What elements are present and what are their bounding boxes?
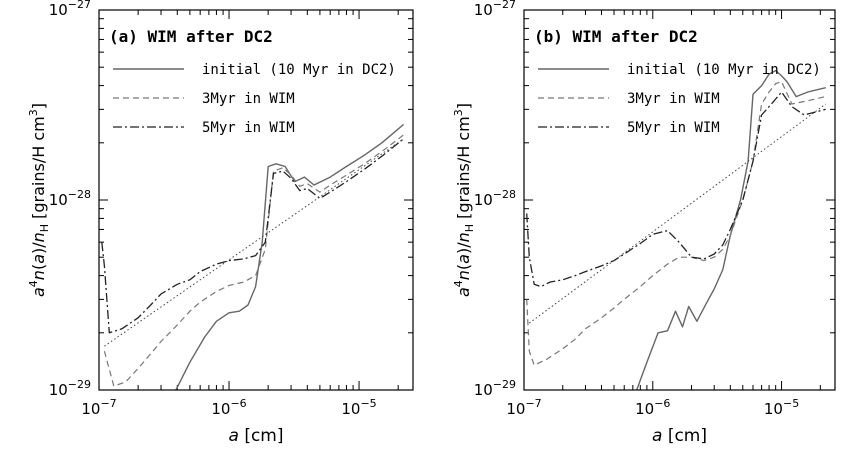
legend-label: 3Myr in WIM [627,91,720,107]
x-axis-label: a [cm] [229,426,284,446]
y-tick-label: 10−29 [49,378,91,399]
panel-a: 10−7 10−6 10−5 10−29 10−28 10−27 a [cm] a4n(a)/… [27,0,414,446]
y-axis-label: a4n(a)/nH [grains/H cm3] [27,103,51,297]
series-group-a [101,123,405,390]
series-group-b [526,69,826,390]
series-line-dashdot-b [526,91,826,288]
plot-frame-a [98,9,414,391]
x-tick-label: 10−7 [506,397,541,418]
legend-label: 5Myr in WIM [202,120,295,136]
panel-title: (b) WIM after DC2 [534,27,698,46]
legend-label: 5Myr in WIM [627,120,720,136]
panel-title: (a) WIM after DC2 [109,27,273,46]
legend-label: 3Myr in WIM [202,91,295,107]
x-axis-label: a [cm] [652,426,707,446]
y-tick-label: 10−27 [474,0,516,19]
x-tick-label: 10−5 [764,397,799,418]
plot-frame-b [523,9,836,391]
series-line-dotted-fit-a [104,138,404,347]
series-line-solid-a [175,123,405,390]
series-line-dotted-fit-b [529,103,826,324]
series-line-dashed-b [526,80,826,366]
x-tick-label: 10−5 [341,397,376,418]
y-tick-label: 10−28 [49,188,91,209]
y-axis-label: a4n(a)/nH [grains/H cm3] [452,103,476,297]
ticks-a [98,9,413,391]
panel-b: 10−7 10−6 10−5 10−29 10−28 10−27 a [cm] a4n(a)/… [452,0,836,446]
x-tick-label: 10−6 [635,397,670,418]
series-line-dashdot-a [101,138,405,334]
y-tick-label: 10−29 [474,378,516,399]
y-tick-label: 10−27 [49,0,91,19]
legend-label: initial (10 Myr in DC2) [202,62,396,78]
series-line-dashed-a [103,134,404,387]
x-tick-label: 10−7 [81,397,116,418]
legend-label: initial (10 Myr in DC2) [627,62,821,78]
y-tick-label: 10−28 [474,188,516,209]
x-tick-label: 10−6 [211,397,246,418]
series-line-solid-b [636,69,826,390]
